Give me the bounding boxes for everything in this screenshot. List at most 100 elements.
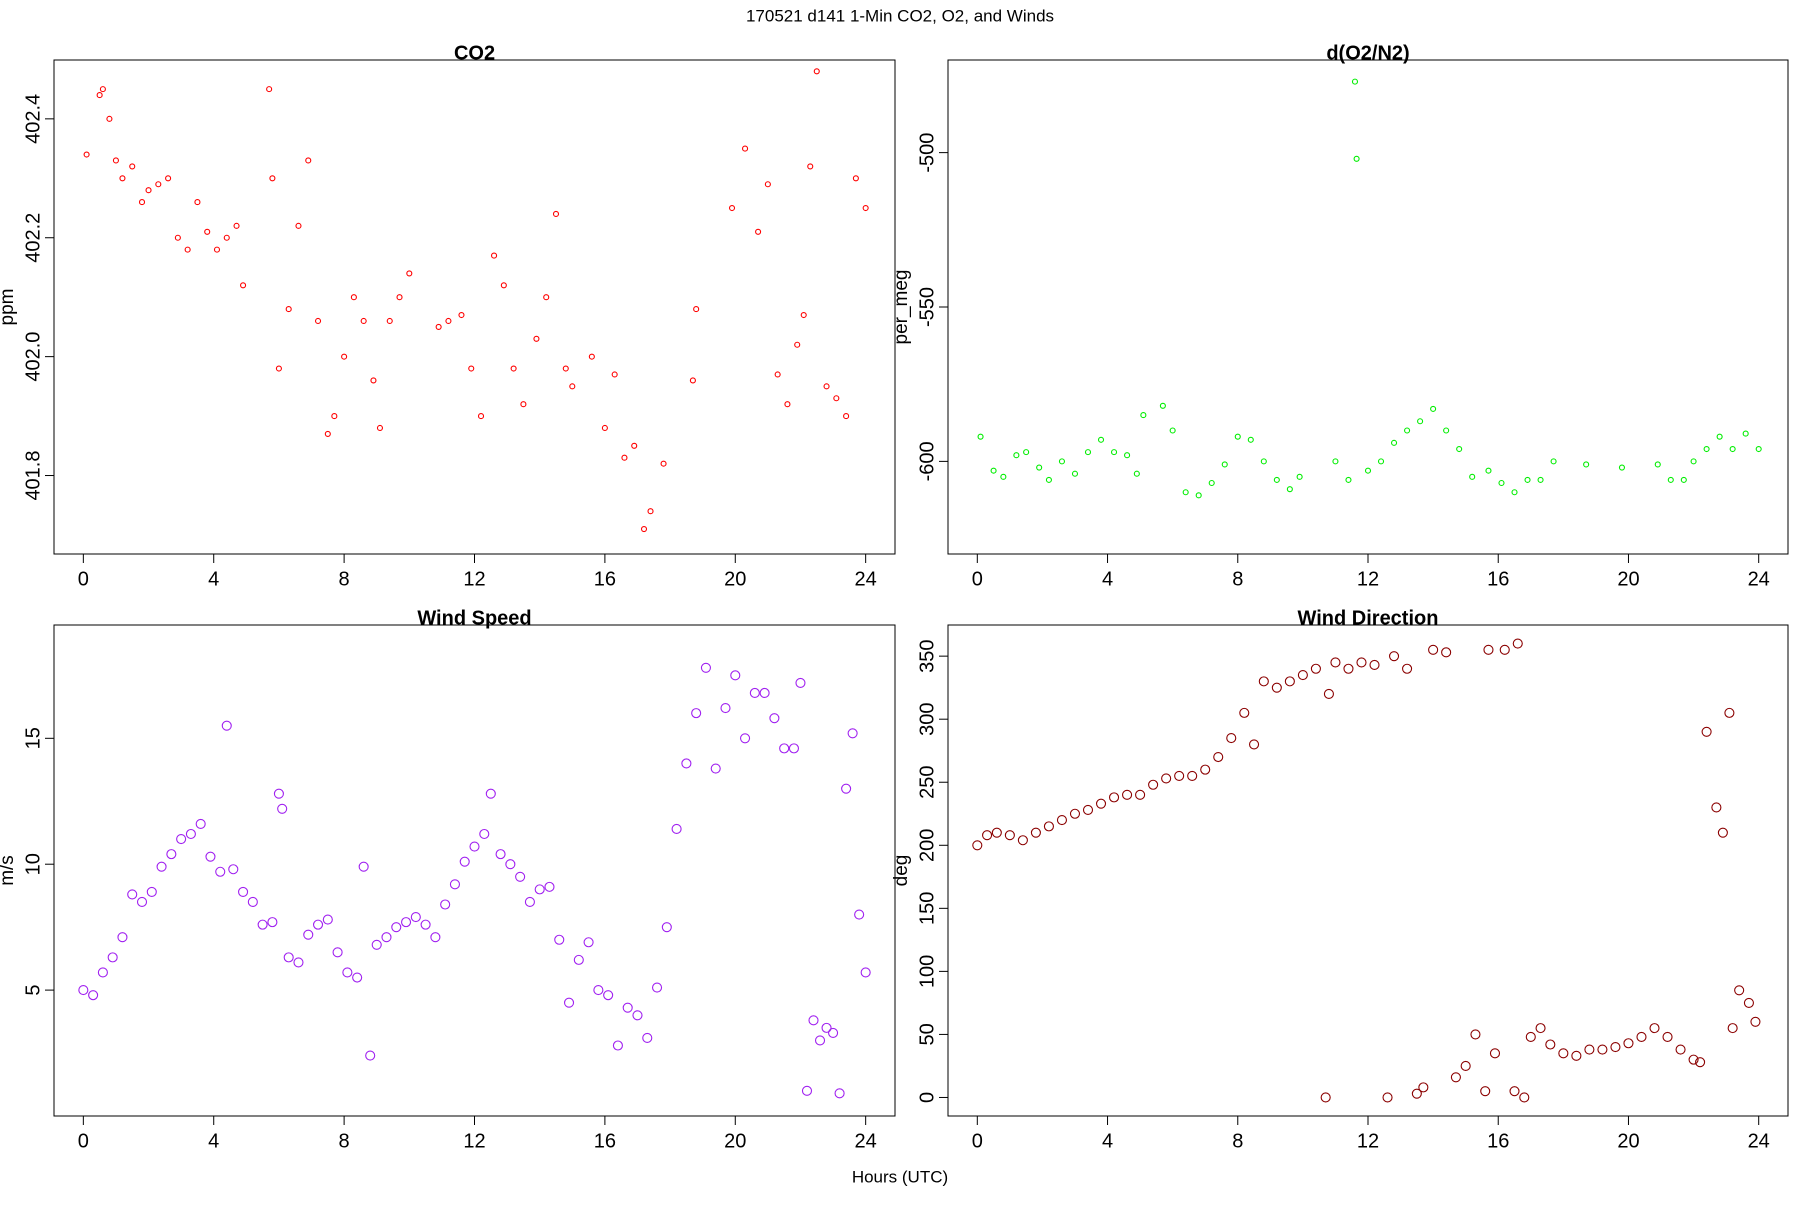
point bbox=[847, 728, 858, 739]
point bbox=[740, 733, 751, 744]
point bbox=[833, 395, 840, 402]
point bbox=[1182, 489, 1189, 496]
point bbox=[1226, 733, 1237, 744]
point bbox=[1755, 445, 1762, 453]
point bbox=[1511, 489, 1518, 496]
point bbox=[430, 932, 441, 943]
point bbox=[1428, 644, 1439, 655]
x-tick-label: 20 bbox=[724, 1130, 746, 1152]
point bbox=[88, 990, 99, 1001]
point bbox=[808, 1015, 819, 1026]
point bbox=[860, 967, 871, 978]
point bbox=[631, 442, 638, 449]
point bbox=[828, 1027, 839, 1038]
y-tick-label: 150 bbox=[916, 892, 938, 925]
point bbox=[314, 317, 322, 325]
point bbox=[1729, 445, 1736, 453]
x-tick-label: 4 bbox=[1102, 568, 1113, 590]
point bbox=[1343, 663, 1354, 674]
point bbox=[814, 1035, 826, 1046]
panel-title: Wind Speed bbox=[417, 607, 531, 629]
point bbox=[97, 967, 108, 978]
point bbox=[1273, 476, 1280, 483]
point bbox=[1519, 1092, 1530, 1103]
point bbox=[233, 222, 240, 229]
point bbox=[562, 365, 569, 372]
point bbox=[195, 818, 206, 829]
x-tick-label: 20 bbox=[1617, 1130, 1639, 1152]
y-tick-label: 402.0 bbox=[22, 332, 44, 382]
point bbox=[213, 246, 221, 253]
point bbox=[247, 896, 258, 908]
point bbox=[1023, 449, 1030, 456]
point bbox=[543, 294, 550, 301]
point bbox=[991, 827, 1002, 838]
point bbox=[146, 886, 157, 897]
x-tick-label: 0 bbox=[78, 568, 89, 590]
point bbox=[700, 662, 711, 673]
point bbox=[145, 187, 152, 194]
point bbox=[166, 849, 177, 860]
y-tick-label: 401.8 bbox=[22, 450, 44, 500]
point bbox=[204, 228, 211, 235]
point bbox=[693, 306, 700, 313]
point bbox=[1411, 1088, 1422, 1099]
point bbox=[1545, 1039, 1556, 1050]
point bbox=[1727, 1023, 1738, 1034]
panel: Wind Direction deg 0 4 8 12 16 20 24 0 50 100 150 200… bbox=[891, 607, 1789, 1152]
point bbox=[305, 157, 312, 164]
y-tick-label: 10 bbox=[22, 853, 44, 875]
point bbox=[1320, 1092, 1331, 1103]
y-tick-label: 350 bbox=[916, 639, 938, 672]
point bbox=[794, 341, 801, 348]
point bbox=[275, 365, 282, 372]
point bbox=[1390, 439, 1398, 446]
point bbox=[165, 175, 172, 182]
point bbox=[293, 957, 304, 968]
point bbox=[1667, 476, 1674, 483]
point bbox=[651, 982, 663, 993]
point bbox=[371, 939, 382, 950]
point bbox=[119, 175, 126, 182]
point bbox=[1097, 436, 1105, 443]
point bbox=[728, 204, 736, 212]
point bbox=[742, 145, 749, 152]
point bbox=[755, 228, 762, 235]
point bbox=[324, 430, 331, 437]
point bbox=[1071, 470, 1079, 477]
y-tick-label: -600 bbox=[916, 441, 938, 481]
point bbox=[1159, 402, 1166, 409]
point bbox=[795, 677, 806, 688]
point bbox=[788, 743, 799, 754]
point bbox=[1030, 827, 1041, 838]
point bbox=[129, 163, 136, 170]
point bbox=[342, 967, 353, 978]
point bbox=[360, 317, 367, 325]
point bbox=[205, 851, 216, 862]
point bbox=[1345, 476, 1352, 483]
x-tick-label: 8 bbox=[1232, 568, 1243, 590]
point bbox=[1353, 155, 1360, 162]
point bbox=[1430, 405, 1437, 412]
point bbox=[185, 828, 196, 840]
x-tick-label: 16 bbox=[1487, 1130, 1509, 1152]
point bbox=[1597, 1044, 1608, 1055]
y-tick-label: 200 bbox=[916, 829, 938, 862]
point bbox=[1571, 1050, 1582, 1061]
point bbox=[1498, 479, 1505, 487]
x-tick-label: 8 bbox=[1232, 1130, 1243, 1152]
x-tick-label: 4 bbox=[208, 1130, 219, 1152]
point bbox=[391, 922, 402, 933]
point bbox=[862, 204, 869, 212]
point bbox=[1356, 657, 1367, 668]
point bbox=[552, 210, 560, 218]
point bbox=[1610, 1041, 1621, 1053]
point bbox=[1036, 464, 1043, 471]
point bbox=[267, 917, 278, 928]
point bbox=[647, 508, 654, 515]
point bbox=[277, 803, 288, 814]
point bbox=[240, 282, 247, 289]
point bbox=[510, 365, 517, 372]
point bbox=[681, 758, 692, 769]
